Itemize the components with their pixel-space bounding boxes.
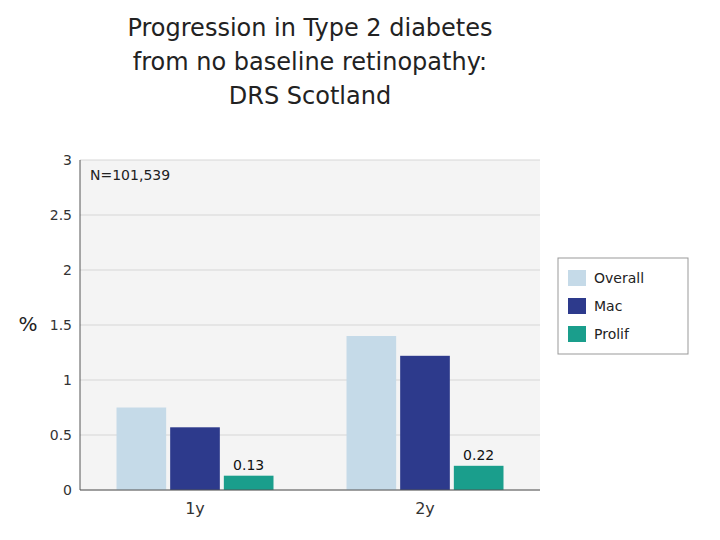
grid-line bbox=[80, 270, 540, 271]
bar bbox=[400, 356, 450, 490]
bar bbox=[347, 336, 397, 490]
bars bbox=[117, 336, 504, 490]
bar bbox=[224, 476, 274, 490]
data-label: 0.13 bbox=[233, 457, 264, 473]
legend: Overall Mac Prolif bbox=[558, 258, 688, 354]
title: from no baseline retinopathy: bbox=[133, 48, 487, 76]
y-tick-label: 2.5 bbox=[50, 207, 72, 223]
legend-entry: Mac bbox=[594, 298, 622, 314]
x-axis bbox=[80, 490, 540, 491]
grid-line bbox=[80, 160, 540, 161]
grid-line bbox=[80, 490, 540, 491]
legend-entry: Overall bbox=[594, 270, 644, 286]
title: DRS Scotland bbox=[229, 82, 391, 110]
bar bbox=[454, 466, 504, 490]
y-tick-label: 0.5 bbox=[50, 427, 72, 443]
x-tick-label: 1y bbox=[185, 499, 205, 518]
chart: Progression in Type 2 diabetes from no ba… bbox=[0, 0, 720, 540]
y-axis-label: % bbox=[18, 312, 37, 336]
plot-area bbox=[80, 160, 540, 490]
annotation: N=101,539 bbox=[90, 167, 170, 183]
legend-swatch bbox=[568, 326, 586, 342]
grid-line bbox=[80, 325, 540, 326]
title: Progression in Type 2 diabetes bbox=[127, 14, 492, 42]
legend-swatch bbox=[568, 270, 586, 286]
y-tick-label: 0 bbox=[63, 482, 72, 498]
bar bbox=[117, 408, 167, 491]
legend-swatch bbox=[568, 298, 586, 314]
data-labels: 0.13 0.22 bbox=[233, 447, 494, 473]
y-tick-label: 2 bbox=[63, 262, 72, 278]
x-tick-label: 2y bbox=[415, 499, 435, 518]
data-label: 0.22 bbox=[463, 447, 494, 463]
legend-entry: Prolif bbox=[594, 326, 630, 342]
y-tick-label: 1.5 bbox=[50, 317, 72, 333]
bar bbox=[170, 427, 220, 490]
y-tick-label: 3 bbox=[63, 152, 72, 168]
y-tick-label: 1 bbox=[63, 372, 72, 388]
grid-line bbox=[80, 380, 540, 381]
y-axis bbox=[80, 160, 81, 490]
legend-box bbox=[558, 258, 688, 354]
grid-line bbox=[80, 215, 540, 216]
